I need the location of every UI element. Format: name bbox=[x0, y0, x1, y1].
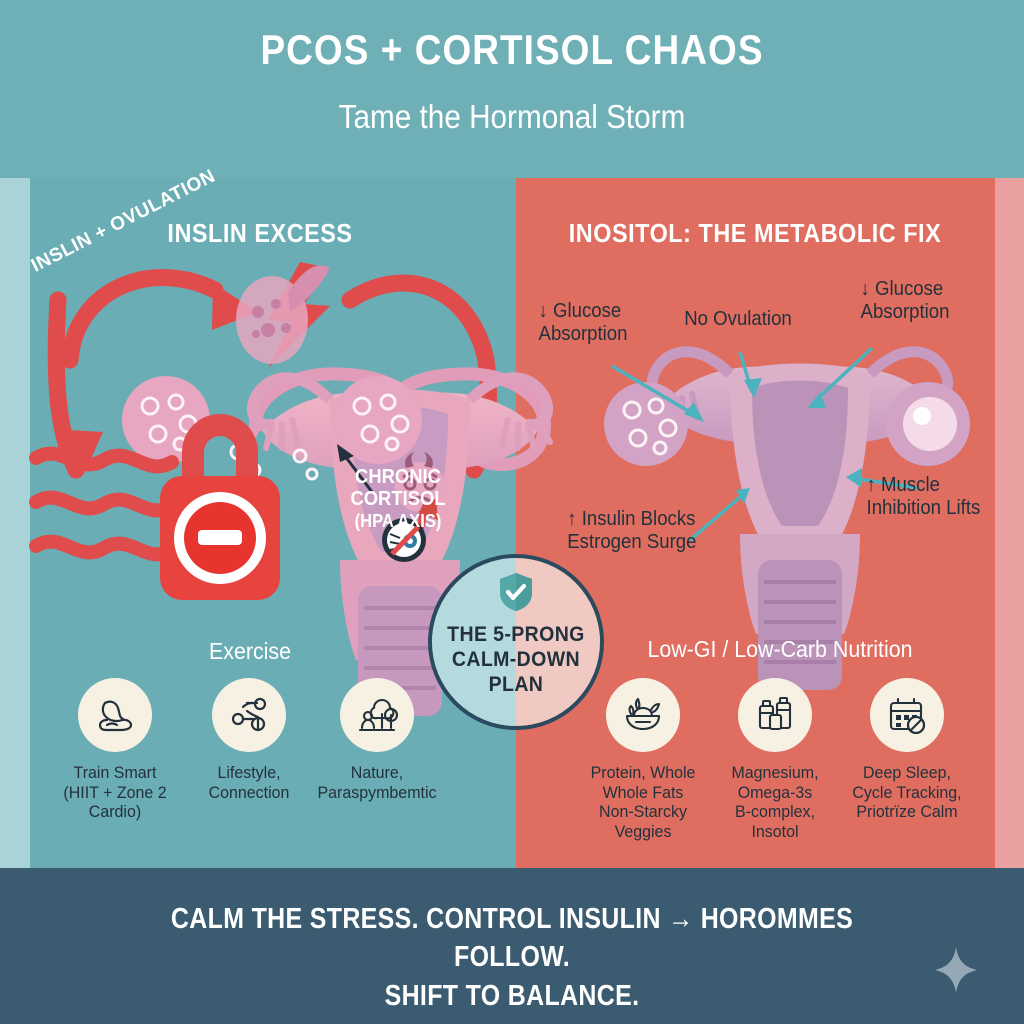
sparkle-icon bbox=[934, 946, 978, 999]
chronic-cortisol-main: CHRONIC CORTISOL bbox=[350, 466, 446, 511]
nature-trees-people-icon bbox=[340, 678, 414, 752]
annotation-glucose-absorption-right: ↓ Glucose Absorption bbox=[860, 278, 950, 323]
annotation-no-ovulation: No Ovulation bbox=[684, 308, 792, 330]
icon-group-lifestyle-connection[interactable]: Lifestyle, Connection bbox=[174, 678, 324, 802]
annotation-glucose-absorption-left: ↓ Glucose Absorption bbox=[538, 300, 628, 345]
badge-label: THE 5-PRONG CALM-DOWN PLAN bbox=[447, 623, 585, 696]
shield-check-icon bbox=[499, 572, 533, 617]
footer-tagline: CALM THE STRESS. CONTROL INSULIN → HOROM… bbox=[170, 903, 854, 1012]
page-subtitle: Tame the Hormonal Storm bbox=[338, 98, 686, 135]
page-title: PCOS + CORTISOL CHAOS bbox=[260, 26, 764, 73]
lifestyle-connection-icon bbox=[212, 678, 286, 752]
flexed-bicep-icon bbox=[78, 678, 152, 752]
icon-caption: Lifestyle, Connection bbox=[208, 763, 290, 802]
salad-bowl-icon bbox=[606, 678, 680, 752]
icon-caption: Magnesium, Omega-3s B-complex, Insotol bbox=[731, 763, 819, 842]
nutrition-section-heading: Low-GI / Low-Carb Nutrition bbox=[647, 636, 913, 662]
icon-group-protein-veggies[interactable]: Protein, Whole Whole Fats Non-Starcky Ve… bbox=[568, 678, 718, 842]
icon-group-train-smart[interactable]: Train Smart (HIIT + Zone 2 Cardio) bbox=[40, 678, 190, 822]
icon-group-nature-parasympathetic[interactable]: Nature, Paraspymbemtic bbox=[302, 678, 452, 802]
annotation-muscle-inhibition-lifts: ↑ Muscle Inhibition Lifts bbox=[866, 474, 981, 519]
header-band bbox=[0, 0, 1024, 178]
icon-group-sleep-cycle[interactable]: Deep Sleep, Cycle Tracking, Priotrïze Ca… bbox=[832, 678, 982, 822]
icon-caption: Deep Sleep, Cycle Tracking, Priotrïze Ca… bbox=[852, 763, 962, 822]
footer-band bbox=[0, 868, 1024, 1024]
icon-group-supplements[interactable]: Magnesium, Omega-3s B-complex, Insotol bbox=[700, 678, 850, 842]
annotation-insulin-blocks-estrogen: ↑ Insulin Blocks Estrogen Surge bbox=[567, 508, 697, 553]
supplement-bottles-icon bbox=[738, 678, 812, 752]
icon-caption: Protein, Whole Whole Fats Non-Starcky Ve… bbox=[590, 763, 696, 842]
right-panel-heading: INOSITOL: THE METABOLIC FIX bbox=[568, 218, 942, 248]
chronic-cortisol-sub: (HPA AXIS) bbox=[354, 510, 442, 531]
calendar-block-icon bbox=[870, 678, 944, 752]
left-panel-heading: INSLIN EXCESS bbox=[167, 218, 353, 248]
center-plan-badge[interactable]: THE 5-PRONG CALM-DOWN PLAN bbox=[428, 554, 604, 730]
icon-caption: Nature, Paraspymbemtic bbox=[317, 763, 437, 802]
exercise-section-heading: Exercise bbox=[208, 638, 292, 664]
left-edge-strip bbox=[0, 178, 30, 868]
chronic-cortisol-label: CHRONIC CORTISOL (HPA AXIS) bbox=[324, 466, 471, 531]
right-edge-strip bbox=[995, 178, 1024, 868]
icon-caption: Train Smart (HIIT + Zone 2 Cardio) bbox=[63, 763, 167, 822]
